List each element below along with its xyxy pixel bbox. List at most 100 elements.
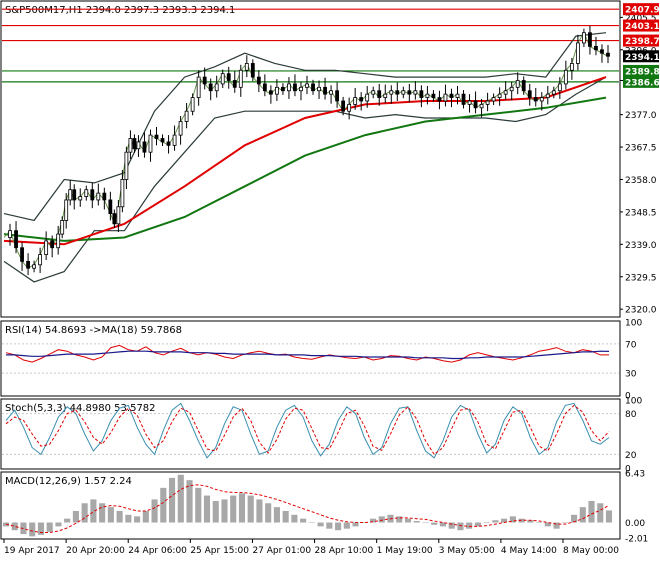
candle-body (56, 233, 61, 249)
candle-body (347, 103, 352, 112)
macd-histogram-bar (562, 522, 569, 524)
candle-body (600, 49, 604, 54)
candle-body (196, 76, 201, 98)
stoch-y-tick-label: 0 (625, 465, 631, 475)
rsi-lines (2, 343, 619, 374)
macd-histogram-bar (474, 522, 481, 527)
macd-histogram-bar (431, 522, 438, 525)
candle-body (533, 97, 538, 102)
candle-body (311, 83, 315, 92)
candle-body (569, 63, 574, 71)
macd-y-tick-label: 0.00 (625, 519, 645, 529)
rsi-y-tick-label: 70 (625, 340, 637, 350)
candle-body (136, 141, 141, 150)
macd-histogram-bar (46, 522, 53, 532)
x-tick-label: 27 Apr 01:00 (252, 546, 311, 556)
candle-body (112, 213, 117, 225)
macd-histogram-bar (439, 522, 447, 527)
price-label-box (623, 34, 659, 47)
candle-body (341, 100, 346, 112)
candle-body (323, 86, 327, 95)
macd-pane: MACD(12,26,9) 1.57 2.24 6.43 0.00 -2.01 (0, 470, 648, 545)
rsi-y-tick-label: 100 (625, 319, 642, 329)
macd-histogram-bar (326, 522, 333, 529)
macd-histogram-bar (343, 522, 350, 529)
price-y-tick-label: 2329.5 (625, 273, 657, 283)
price-y-tick-label: 2405.5 (625, 14, 657, 24)
candle-body (551, 90, 556, 95)
macd-histogram-bar (99, 503, 106, 523)
price-label-text: 2389.8 (625, 67, 660, 77)
price-header: S&P500M17,H1 2394.0 2397.3 2393.3 2394.1 (5, 5, 235, 16)
macd-y-axis: 6.43 0.00 -2.01 (625, 470, 648, 545)
price-y-tick-label: 2377.0 (625, 111, 657, 121)
price-horizontal-lines (2, 8, 619, 83)
candle-body (515, 80, 520, 88)
price-pane: S&P500M17,H1 2394.0 2397.3 2393.3 2394.1… (0, 0, 660, 318)
macd-histogram-bar (335, 522, 342, 531)
candle-body (120, 179, 125, 208)
candle-body (275, 86, 279, 95)
stoch-lines (2, 402, 619, 459)
stoch-series-line (5, 404, 610, 456)
candle-body (208, 83, 213, 92)
candle-body (539, 97, 544, 102)
candle-body (557, 83, 562, 92)
candle-body (503, 90, 508, 95)
macd-histogram-bar (273, 507, 280, 523)
price-y-tick-label: 2348.5 (625, 208, 657, 218)
candle-body (78, 196, 83, 201)
candle-body (473, 100, 478, 109)
macd-histogram-bar (221, 499, 228, 523)
candle-body (563, 69, 568, 85)
stoch-y-axis: 100 80 20 0 (625, 397, 642, 475)
macd-histogram-bar (605, 510, 613, 523)
macd-histogram-bar (282, 510, 289, 523)
candle-body (268, 90, 273, 95)
candle-body (299, 86, 303, 92)
macd-histogram-bar (238, 493, 246, 523)
price-y-tick-label: 2320.0 (625, 306, 657, 316)
macd-histogram-bar (37, 522, 45, 535)
candle-body (116, 206, 121, 225)
candle-body (32, 264, 36, 269)
price-y-tick-label: 2367.5 (625, 144, 657, 154)
macd-histogram-bar (212, 500, 219, 523)
macd-histogram-bar (300, 518, 307, 523)
x-tick-label: 24 Apr 06:00 (128, 546, 187, 556)
price-candles (8, 25, 610, 276)
candle-body (419, 90, 424, 98)
macd-histogram-bar (55, 522, 62, 527)
candle-body (202, 76, 207, 85)
ma-green-line (3, 96, 607, 242)
macd-histogram-bar (29, 522, 36, 537)
macd-signal-path (5, 484, 610, 533)
candle-body (527, 90, 532, 98)
rsi-pane: RSI(14) 54.8693 ->MA(18) 59.7868 100 70 30… (0, 319, 642, 402)
rsi-series-line (6, 350, 610, 360)
candle-body (72, 189, 77, 201)
price-y-tick-label: 2339.0 (625, 241, 657, 251)
macd-histogram-bar (160, 487, 167, 523)
macd-histogram-bar (116, 510, 123, 523)
candle-body (395, 90, 400, 95)
candle-body (214, 83, 219, 92)
macd-histogram-bar (501, 518, 508, 523)
candle-body (545, 93, 550, 98)
x-tick-label: 25 Apr 15:00 (190, 546, 249, 556)
stoch-y-tick-label: 80 (625, 410, 637, 420)
candle-body (154, 134, 159, 139)
macd-histogram-bar (369, 518, 377, 523)
candle-body (606, 52, 610, 57)
x-tick-label: 28 Apr 10:00 (315, 546, 374, 556)
price-label-text: 2407.9 (625, 6, 660, 16)
stoch-y-tick-label: 100 (625, 397, 642, 407)
macd-histogram-bar (308, 522, 315, 524)
candle-body (467, 100, 472, 105)
rsi-pane-frame (0, 320, 621, 397)
macd-histogram-bar (142, 510, 149, 523)
macd-histogram-bar (203, 495, 211, 523)
macd-y-tick-label: -2.01 (625, 535, 648, 545)
